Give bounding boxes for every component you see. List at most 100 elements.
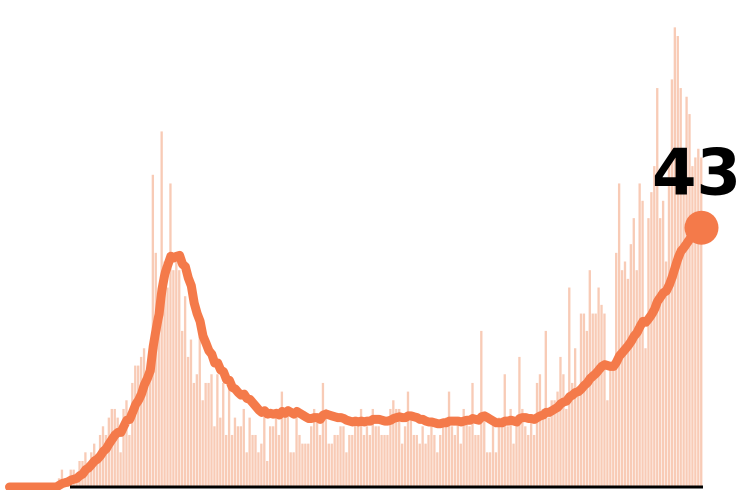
- daily-bar: [222, 382, 225, 487]
- daily-bar: [377, 426, 380, 487]
- daily-bar: [515, 426, 518, 487]
- daily-bar: [233, 417, 237, 487]
- daily-bar: [579, 313, 583, 487]
- daily-bar: [163, 261, 166, 487]
- daily-bar: [623, 261, 627, 487]
- daily-bar: [333, 434, 336, 487]
- daily-bar: [181, 330, 184, 487]
- moving-average-line: [5, 223, 706, 490]
- daily-bar: [336, 434, 339, 487]
- daily-bar: [175, 252, 178, 487]
- daily-bar: [506, 426, 509, 487]
- daily-bar: [556, 391, 559, 487]
- daily-bar: [477, 434, 480, 487]
- daily-bar: [125, 400, 128, 487]
- daily-bar: [700, 157, 703, 487]
- daily-bar: [571, 382, 574, 487]
- daily-bar: [318, 434, 322, 487]
- daily-bar: [260, 443, 263, 487]
- daily-bar: [195, 374, 199, 487]
- daily-bar: [641, 200, 644, 488]
- daily-bar: [257, 452, 260, 487]
- daily-bar: [386, 434, 389, 487]
- daily-bar: [183, 296, 187, 487]
- daily-bar: [524, 426, 527, 487]
- daily-bar: [512, 443, 515, 487]
- daily-bar: [635, 270, 638, 487]
- daily-bar: [573, 348, 577, 487]
- daily-bar: [685, 96, 688, 487]
- daily-bar: [348, 434, 351, 487]
- daily-bar: [503, 374, 506, 487]
- daily-bar: [547, 417, 550, 487]
- daily-bar: [286, 408, 289, 487]
- daily-bar: [139, 356, 143, 487]
- daily-bar: [427, 434, 430, 487]
- daily-bar: [122, 408, 125, 487]
- daily-bar: [682, 183, 685, 487]
- daily-bar: [227, 382, 231, 487]
- daily-bar: [562, 374, 565, 487]
- daily-bar: [661, 200, 665, 488]
- daily-bar: [603, 313, 606, 487]
- daily-bar: [450, 426, 454, 487]
- daily-bar: [230, 434, 234, 487]
- daily-bar: [691, 166, 694, 488]
- daily-bar: [468, 426, 471, 487]
- daily-bar: [145, 374, 149, 487]
- daily-bar: [225, 434, 228, 487]
- daily-bar: [664, 261, 668, 487]
- daily-bar: [368, 434, 372, 487]
- daily-bar: [389, 408, 392, 487]
- daily-bar: [559, 356, 562, 487]
- daily-bar: [433, 434, 436, 487]
- daily-bar: [439, 434, 442, 487]
- daily-bar: [239, 426, 242, 487]
- daily-bar: [210, 374, 213, 487]
- daily-bar: [626, 278, 630, 487]
- daily-bar: [591, 313, 594, 487]
- daily-bar: [271, 426, 275, 487]
- daily-bar: [280, 391, 284, 487]
- daily-bar: [398, 408, 401, 487]
- daily-bar: [254, 434, 257, 487]
- daily-bar: [403, 426, 407, 487]
- daily-bar: [535, 382, 539, 487]
- daily-bar: [356, 426, 360, 487]
- daily-bar: [582, 313, 586, 487]
- daily-bar: [436, 452, 439, 487]
- daily-bar: [178, 270, 181, 487]
- daily-bar: [169, 183, 172, 487]
- daily-bar: [617, 183, 621, 487]
- daily-bar: [148, 356, 152, 487]
- daily-bar: [371, 408, 374, 487]
- daily-bar: [609, 365, 612, 487]
- daily-bar: [310, 426, 313, 487]
- daily-bar: [406, 391, 410, 487]
- daily-bar: [412, 434, 416, 487]
- daily-bar: [251, 434, 254, 487]
- daily-bar: [351, 434, 354, 487]
- daily-bar: [565, 408, 568, 487]
- daily-bar: [172, 270, 175, 487]
- daily-bar: [198, 330, 201, 487]
- daily-bar: [653, 166, 656, 488]
- daily-bar: [312, 408, 316, 487]
- daily-bar: [594, 313, 597, 487]
- daily-bar: [192, 382, 196, 487]
- daily-bar: [415, 434, 418, 487]
- daily-bar: [644, 348, 647, 487]
- daily-bar: [462, 408, 465, 487]
- daily-bar: [697, 148, 700, 487]
- daily-bar: [166, 287, 169, 487]
- daily-bar: [444, 417, 448, 487]
- daily-bar: [409, 417, 413, 487]
- daily-bar: [128, 434, 131, 487]
- daily-bar: [104, 434, 108, 487]
- daily-bar: [315, 417, 319, 487]
- daily-bar: [359, 408, 363, 487]
- daily-bar: [395, 408, 398, 487]
- daily-bar: [113, 408, 116, 487]
- daily-bar: [418, 443, 421, 487]
